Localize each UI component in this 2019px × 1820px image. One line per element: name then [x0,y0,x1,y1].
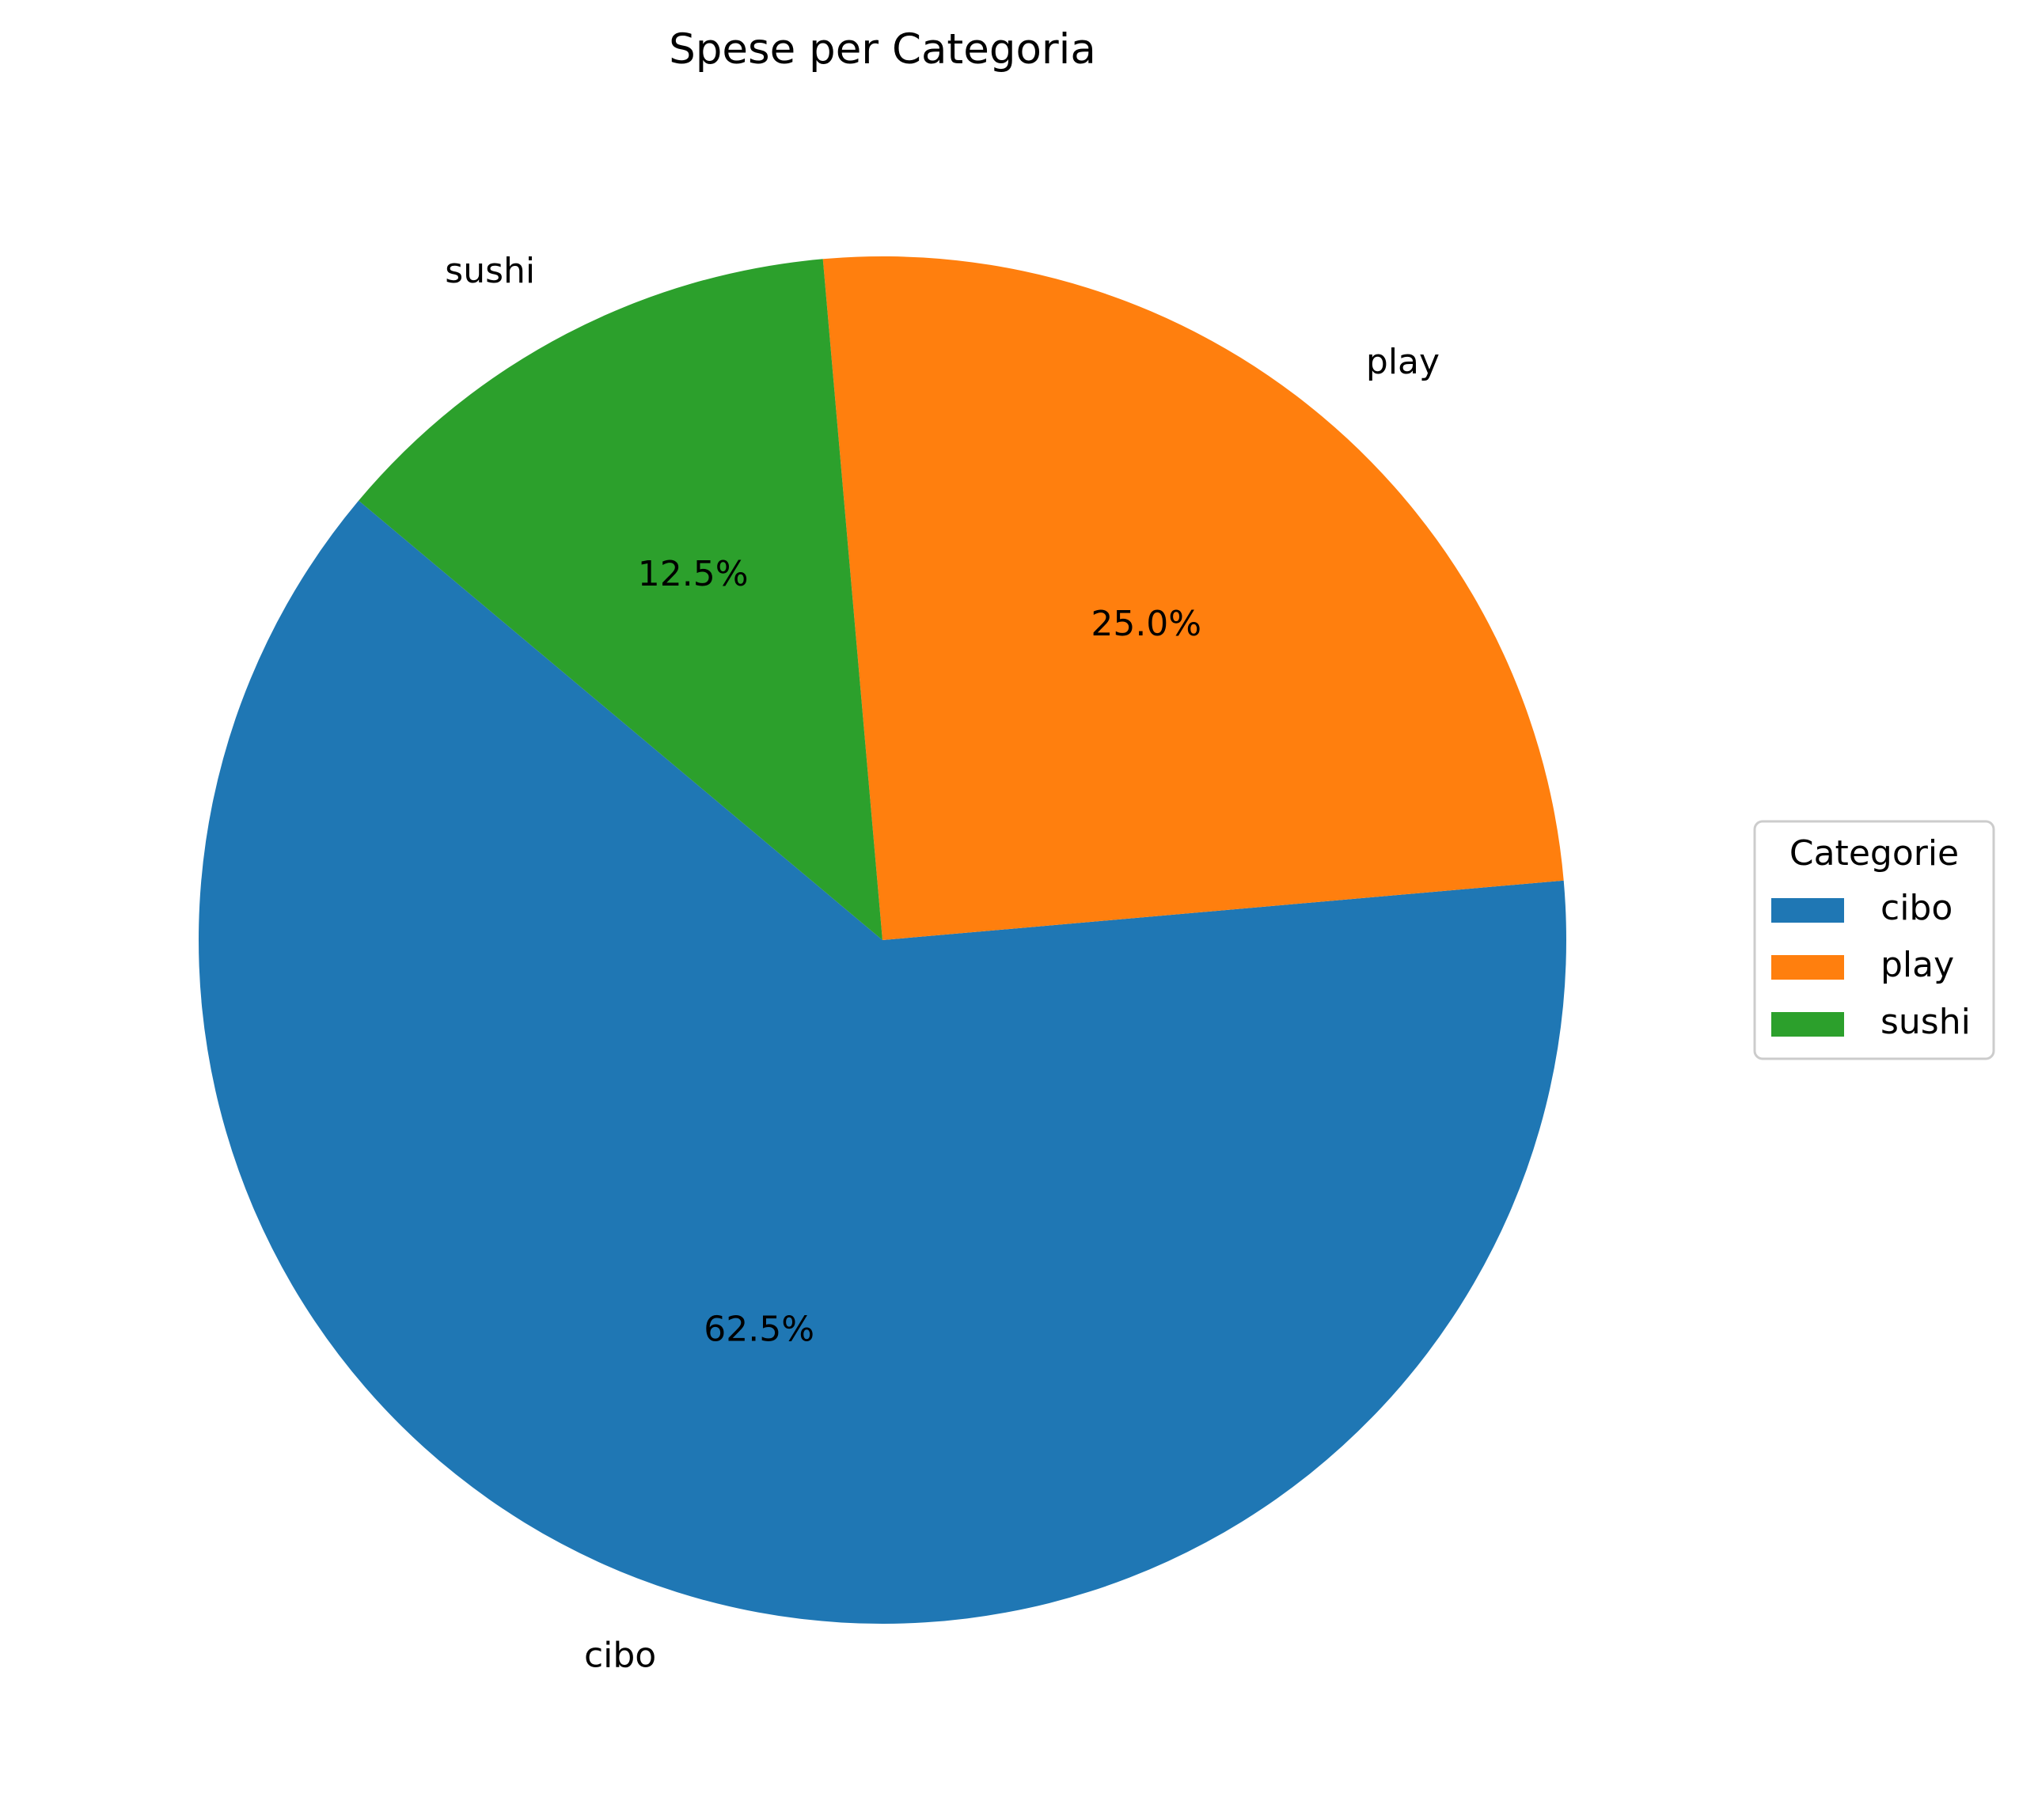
percent-label-sushi: 12.5% [638,554,749,594]
legend-frame [1753,820,1995,1060]
legend-swatch-cibo [1771,898,1844,923]
slice-label-sushi: sushi [445,251,535,291]
slice-label-cibo: cibo [584,1635,656,1675]
legend-items: cibo play sushi [1771,888,1971,1042]
legend-title: Categorie [1789,833,1959,874]
pie-slices [198,256,1566,1625]
percent-label-cibo: 62.5% [704,1309,814,1349]
chart-title: Spese per Categoria [669,25,1096,74]
pie-slice-cibo [198,500,1566,1625]
legend-swatch-sushi [1771,1012,1844,1037]
legend: Categorie cibo play sushi [1753,820,1995,1060]
legend-label-play: play [1880,945,1954,985]
pie-labels: cibo 62.5% play 25.0% sushi 12.5% [445,251,1440,1675]
pie-slice-sushi [359,259,883,940]
slice-label-play: play [1366,342,1440,382]
percent-label-play: 25.0% [1091,604,1201,644]
legend-swatch-play [1771,955,1844,980]
legend-label-sushi: sushi [1880,1002,1971,1042]
pie-slice-play [822,256,1564,940]
legend-label-cibo: cibo [1880,888,1953,928]
